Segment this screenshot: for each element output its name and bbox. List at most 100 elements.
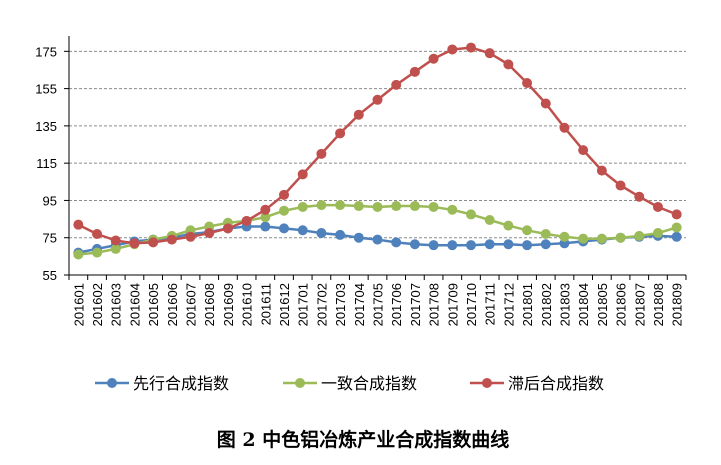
data-point	[465, 42, 476, 53]
x-tick-label: 201709	[445, 283, 460, 326]
data-point	[372, 201, 383, 212]
data-point	[185, 231, 196, 242]
data-point	[316, 148, 327, 159]
data-point	[297, 225, 308, 236]
data-point	[615, 180, 626, 191]
data-point	[353, 201, 364, 212]
legend-item: 滞后合成指数	[470, 374, 604, 393]
data-point	[540, 98, 551, 109]
x-tick-label: 201603	[109, 283, 124, 326]
data-point	[92, 247, 103, 258]
data-point	[92, 228, 103, 239]
legend-marker	[482, 378, 492, 388]
x-tick-label: 201803	[557, 283, 572, 326]
series-line	[78, 203, 678, 256]
data-point	[596, 165, 607, 176]
y-tick-label: 115	[36, 156, 57, 171]
legend: 先行合成指数 一致合成指数 滞后合成指数	[95, 374, 604, 393]
data-point	[129, 238, 140, 249]
data-point	[372, 94, 383, 105]
data-point	[447, 240, 458, 251]
data-point	[241, 215, 252, 226]
data-point	[391, 79, 402, 90]
data-point	[484, 48, 495, 59]
x-tick-label: 201802	[539, 283, 554, 326]
data-point	[279, 205, 290, 216]
data-point	[428, 201, 439, 212]
x-tick-label: 201711	[483, 283, 498, 325]
data-point	[391, 201, 402, 212]
x-tick-label: 201602	[90, 283, 105, 326]
data-point	[260, 204, 271, 215]
x-tick-label: 201805	[595, 283, 610, 326]
x-tick-label: 201801	[520, 283, 535, 326]
x-tick-label: 201612	[277, 283, 292, 326]
data-point	[260, 212, 271, 223]
x-tick-label: 201807	[632, 283, 647, 326]
data-point	[559, 122, 570, 133]
data-point	[578, 145, 589, 156]
data-point	[652, 228, 663, 239]
legend-marker	[107, 378, 117, 388]
x-tick-label: 201607	[184, 283, 199, 326]
x-tick-label: 201705	[371, 283, 386, 326]
data-point	[409, 239, 420, 250]
data-point	[372, 234, 383, 245]
data-point	[297, 201, 308, 212]
x-tick-label: 201604	[127, 283, 142, 326]
x-tick-label: 201808	[651, 283, 666, 326]
data-point	[110, 235, 121, 246]
data-point	[353, 232, 364, 243]
y-tick-label: 135	[35, 119, 57, 134]
data-point	[484, 215, 495, 226]
y-tick-label: 55	[43, 268, 57, 283]
data-point	[409, 201, 420, 212]
data-point	[465, 240, 476, 251]
x-tick-label: 201707	[408, 283, 423, 326]
x-tick-label: 201606	[165, 283, 180, 326]
x-tick-label: 201708	[427, 283, 442, 326]
data-point	[503, 239, 514, 250]
data-point	[110, 243, 121, 254]
data-point	[615, 232, 626, 243]
data-point	[484, 239, 495, 250]
data-point	[540, 228, 551, 239]
data-point	[335, 229, 346, 240]
data-point	[522, 240, 533, 251]
x-tick-label: 201806	[614, 283, 629, 326]
data-point	[279, 189, 290, 200]
data-point	[204, 228, 215, 239]
data-point	[671, 209, 682, 220]
chart-caption: 图 2 中色铝冶炼产业合成指数曲线	[217, 428, 509, 451]
data-point	[391, 237, 402, 248]
x-tick-label: 201611	[258, 283, 273, 325]
data-point	[652, 201, 663, 212]
data-point	[596, 233, 607, 244]
x-tick-label: 201712	[501, 283, 516, 326]
data-point	[428, 240, 439, 251]
legend-item: 先行合成指数	[95, 374, 229, 393]
data-point	[671, 222, 682, 233]
data-point	[335, 200, 346, 211]
series-2	[73, 200, 682, 260]
data-point	[522, 225, 533, 236]
x-tick-label: 201804	[576, 283, 591, 326]
x-tick-label: 201702	[314, 283, 329, 326]
y-tick-label: 95	[43, 193, 57, 208]
x-tick-label: 201608	[202, 283, 217, 326]
x-tick-label: 201601	[71, 283, 86, 326]
data-point	[316, 228, 327, 239]
series-line	[77, 46, 678, 245]
x-tick-label: 201703	[333, 283, 348, 326]
data-point	[447, 44, 458, 55]
data-point	[578, 233, 589, 244]
data-point	[428, 53, 439, 64]
data-point	[559, 231, 570, 242]
data-point	[148, 237, 159, 248]
data-point	[353, 109, 364, 120]
x-tick-label: 201610	[240, 283, 255, 326]
legend-label: 滞后合成指数	[508, 374, 604, 393]
data-point	[447, 204, 458, 215]
